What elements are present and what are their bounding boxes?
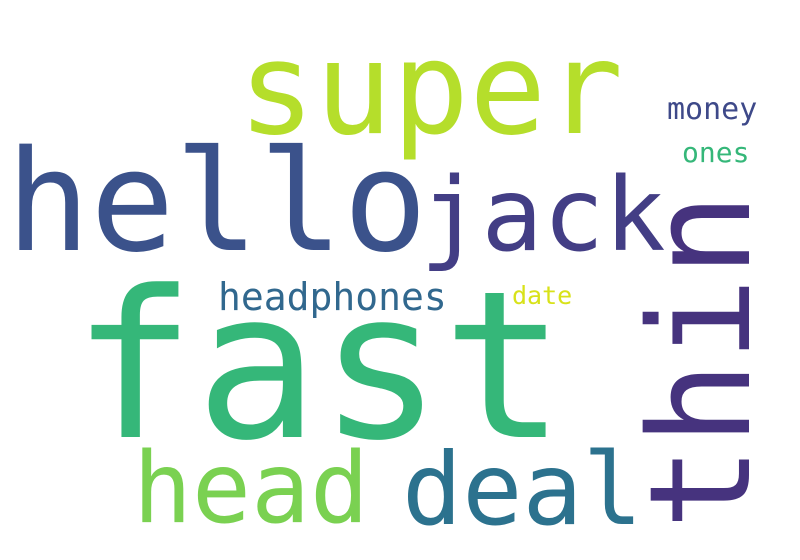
word-ones: ones bbox=[682, 136, 750, 169]
word-fast: fast bbox=[72, 248, 566, 486]
word-jack: jack bbox=[420, 156, 666, 275]
word-super: super bbox=[238, 15, 624, 164]
word-money: money bbox=[667, 92, 758, 127]
word-head: head bbox=[133, 432, 370, 546]
word-hello: hello bbox=[6, 121, 428, 284]
word-headphones: headphones bbox=[218, 275, 447, 319]
word-deal: deal bbox=[402, 431, 643, 548]
word-thin: thin bbox=[620, 192, 783, 530]
word-date: date bbox=[512, 281, 573, 310]
